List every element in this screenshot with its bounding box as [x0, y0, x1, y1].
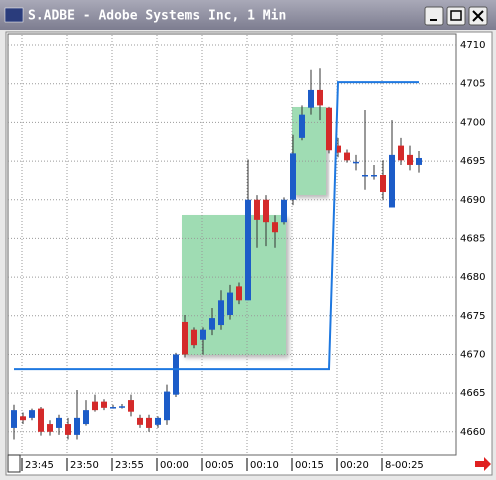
candle-body [416, 157, 422, 165]
candle-body [236, 286, 242, 301]
y-tick-label: 4670 [460, 349, 485, 360]
candle-body [128, 400, 134, 412]
candle-body [83, 410, 89, 425]
candle-body [92, 401, 98, 411]
highlight-zone [182, 215, 286, 355]
candle-body [20, 416, 26, 421]
candle-body [335, 145, 341, 153]
candle-body [407, 154, 413, 165]
candle-body [182, 321, 188, 355]
candle-body [254, 199, 260, 220]
candle-body [74, 417, 80, 435]
candle-body [101, 401, 107, 408]
scroll-arrow[interactable] [475, 457, 491, 471]
x-tick-label: 23:55 [115, 460, 144, 471]
candle-body [308, 89, 314, 108]
y-tick-label: 4675 [460, 311, 485, 322]
candle-body [200, 329, 206, 340]
y-tick-label: 4660 [460, 427, 485, 438]
candle-body [155, 417, 161, 425]
minimize-button[interactable] [424, 6, 444, 26]
y-tick-label: 4665 [460, 388, 485, 399]
candle-body [281, 199, 287, 223]
candle-body [29, 410, 35, 418]
candle-body [299, 114, 305, 138]
x-tick-label: 00:10 [250, 460, 279, 471]
y-tick-label: 4690 [460, 195, 485, 206]
candle-body [317, 89, 323, 106]
candle-body [218, 300, 224, 326]
candle-body [380, 175, 386, 193]
x-tick-label: 00:00 [160, 460, 189, 471]
candle-body [110, 407, 116, 409]
y-tick-label: 4695 [460, 156, 485, 167]
y-tick-label: 4685 [460, 233, 485, 244]
candle-body [353, 161, 359, 164]
candle-body [65, 424, 71, 435]
candle-body [245, 199, 251, 301]
candle-body [164, 391, 170, 421]
y-tick-label: 4710 [460, 40, 485, 51]
candle-body [47, 424, 53, 432]
maximize-icon [450, 10, 462, 21]
candle-body [272, 222, 278, 233]
x-tick-label: 00:20 [340, 460, 369, 471]
x-tick-label: 8-00:25 [385, 460, 424, 471]
title-bar [0, 0, 496, 30]
candle-body [137, 417, 143, 425]
signal-line [14, 81, 419, 371]
candle-body [398, 145, 404, 161]
candle-body [290, 153, 296, 200]
x-tick-label: 23:45 [25, 460, 54, 471]
candle-body [209, 318, 215, 330]
candle-body [227, 292, 233, 315]
app-icon [4, 7, 24, 23]
candle-body [146, 417, 152, 428]
candle-body [344, 152, 350, 161]
y-tick-label: 4680 [460, 272, 485, 283]
candle-body [362, 175, 368, 177]
window-buttons [424, 6, 488, 26]
y-tick-label: 4705 [460, 79, 485, 90]
candle-body [389, 154, 395, 208]
candle-body [371, 175, 377, 177]
x-tick-label: 00:15 [295, 460, 324, 471]
candle-body [38, 408, 44, 432]
scroll-box[interactable] [7, 454, 21, 473]
close-icon [472, 10, 484, 22]
candle-body [326, 107, 332, 151]
x-tick-label: 23:50 [70, 460, 99, 471]
candle-body [173, 354, 179, 395]
maximize-button[interactable] [446, 6, 466, 26]
candle-body [119, 406, 125, 408]
candle-body [191, 329, 197, 346]
highlight-zone [292, 107, 326, 195]
y-tick-label: 4700 [460, 117, 485, 128]
candle-body [11, 410, 17, 428]
candle-body [56, 417, 62, 428]
window-title: S.ADBE - Adobe Systems Inc, 1 Min [28, 9, 286, 24]
x-tick-label: 00:05 [205, 460, 234, 471]
candle-body [263, 199, 269, 223]
